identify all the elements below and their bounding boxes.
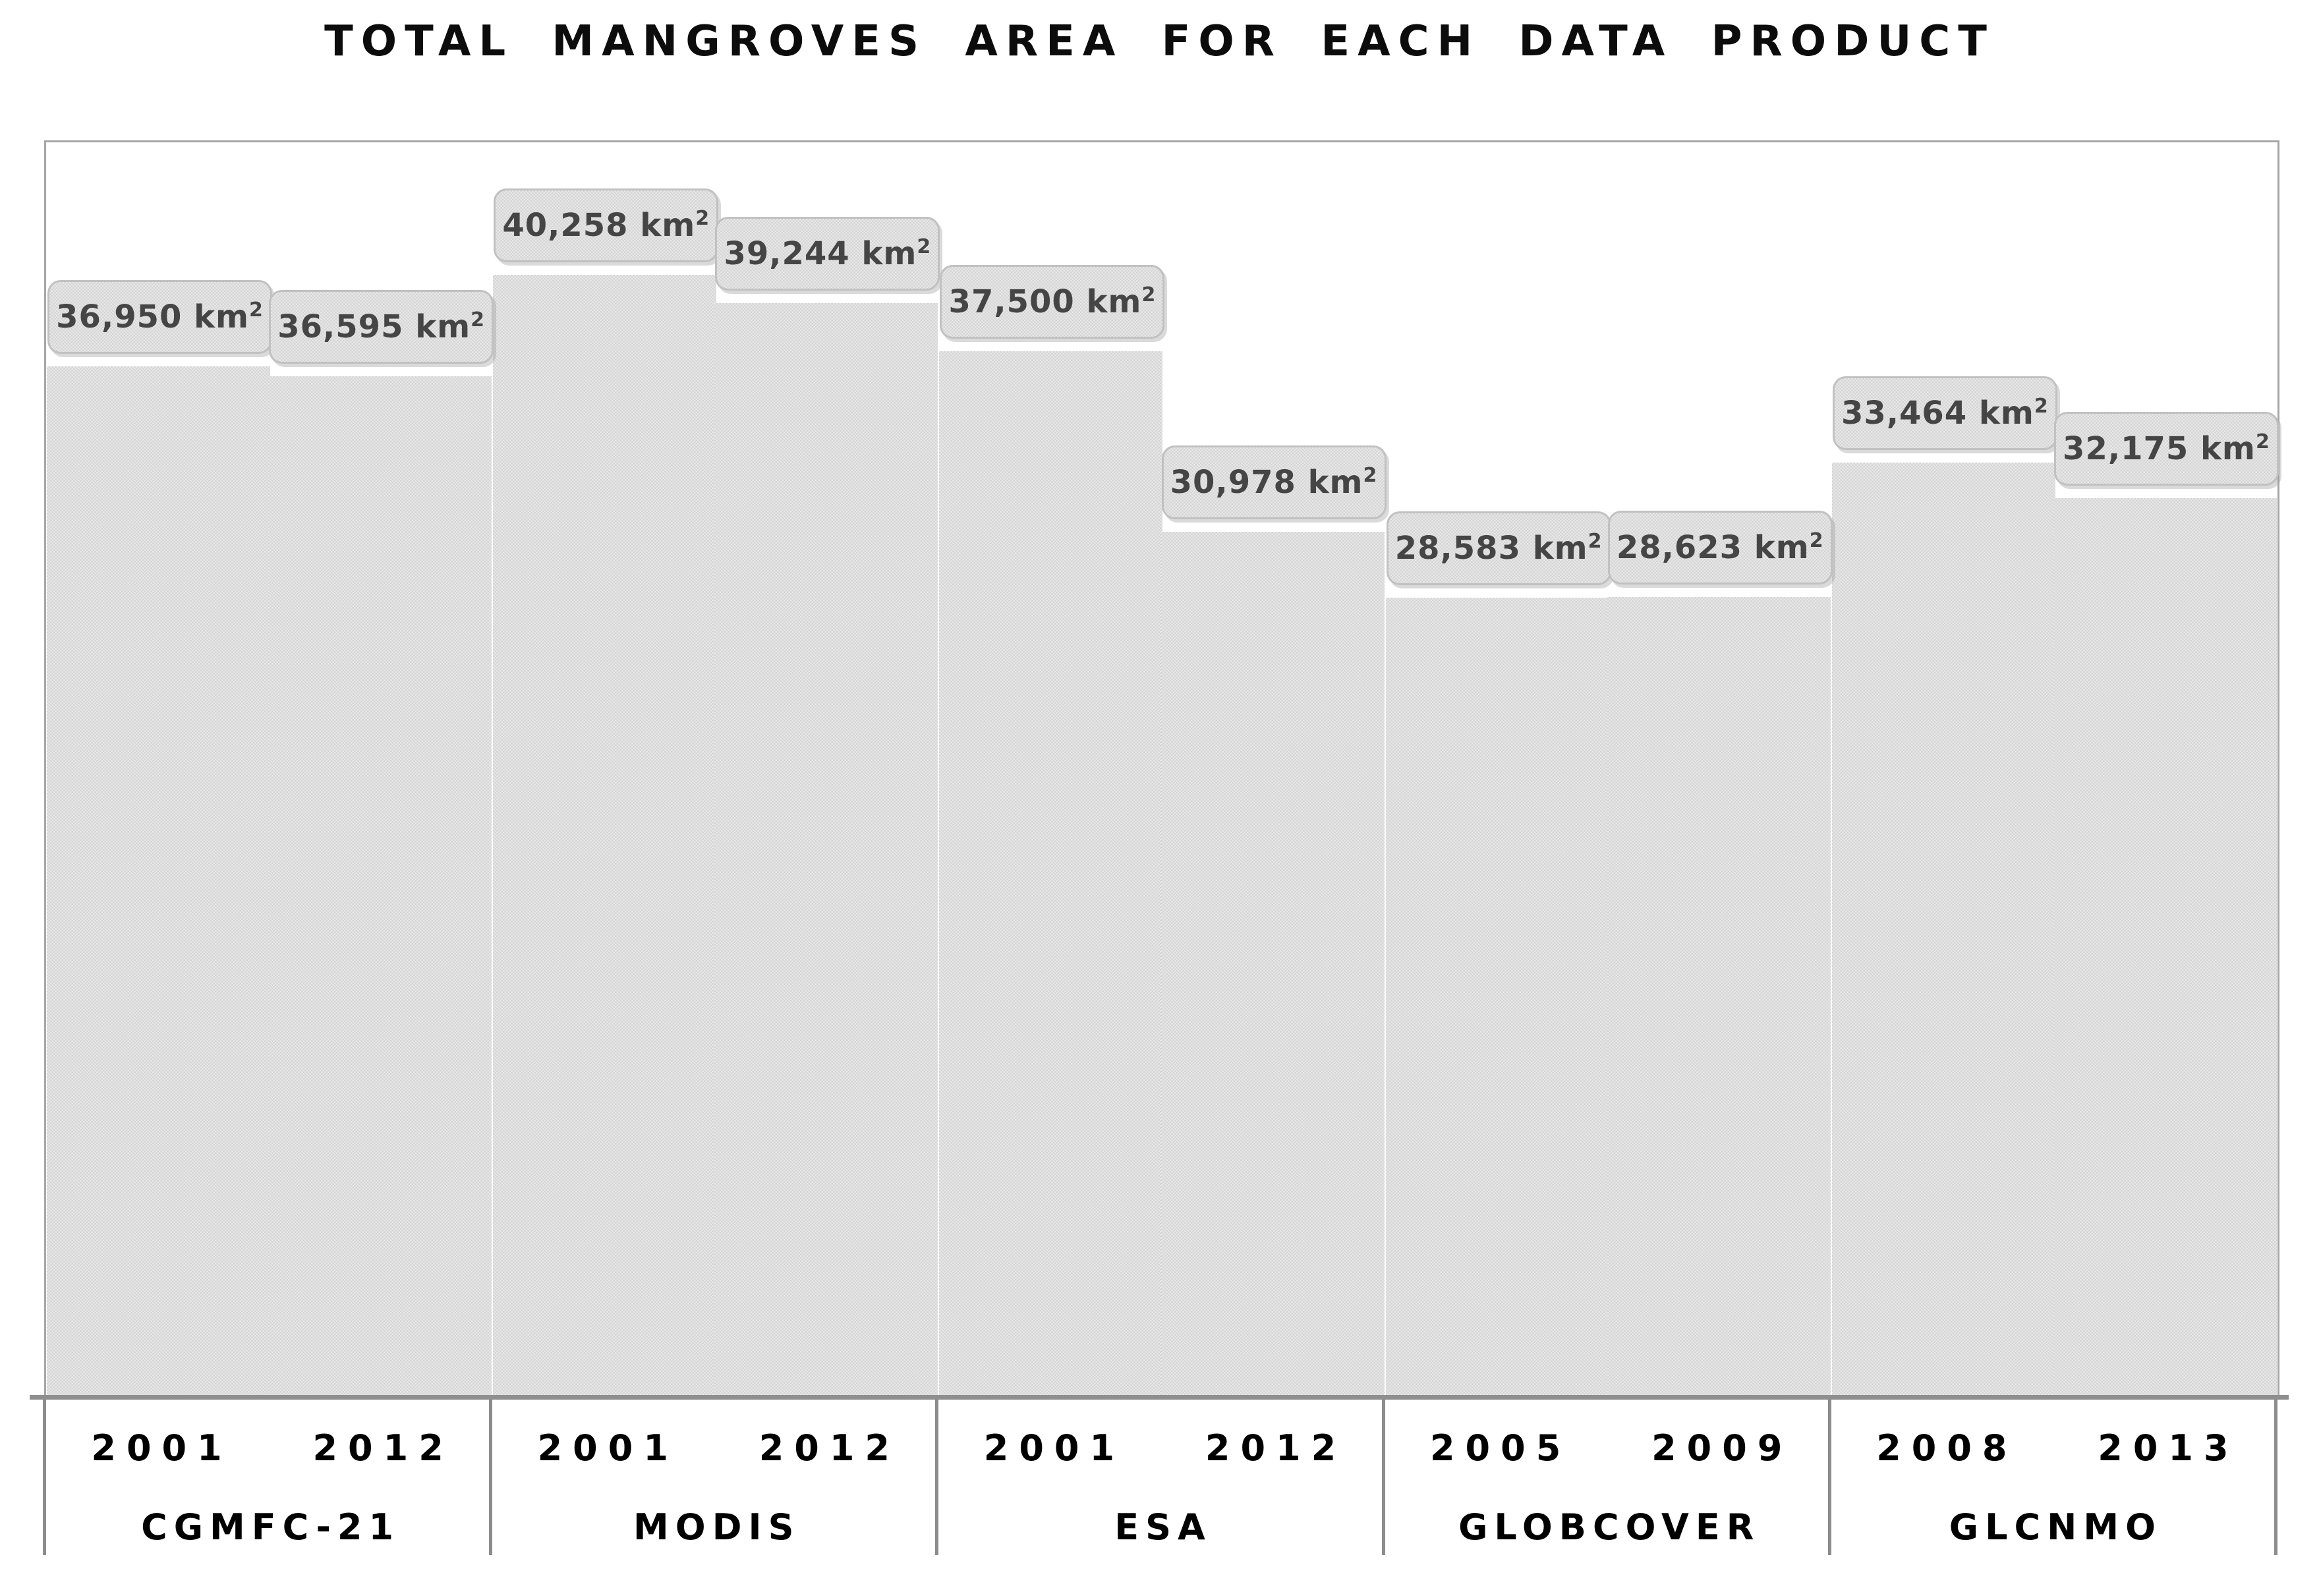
- x-tick-year-modis-2001: 2001: [537, 1427, 679, 1469]
- data-label-text: 36,950 km2: [56, 299, 264, 335]
- data-label-cgmfc-21-2012: 36,595 km2: [269, 289, 494, 364]
- data-label-text: 40,258 km2: [502, 207, 710, 244]
- x-tick-year-globcover-2009: 2009: [1651, 1427, 1793, 1469]
- x-tick-year-cgmfc-21-2012: 2012: [312, 1427, 454, 1469]
- x-tick-year-modis-2012: 2012: [759, 1427, 900, 1469]
- data-label-text: 28,623 km2: [1616, 528, 1824, 566]
- x-axis-divider-2: [935, 1400, 939, 1555]
- x-tick-year-glcnmo-2008: 2008: [1876, 1427, 2018, 1469]
- data-label-modis-2001: 40,258 km2: [494, 188, 719, 263]
- x-group-label-esa: ESA: [1114, 1506, 1212, 1548]
- x-group-label-glcnmo: GLCNMO: [1949, 1506, 2162, 1548]
- x-tick-year-globcover-2005: 2005: [1429, 1427, 1572, 1469]
- x-tick-year-cgmfc-21-2001: 2001: [91, 1427, 233, 1469]
- data-label-esa-2012: 30,978 km2: [1161, 445, 1387, 519]
- data-label-text: 32,175 km2: [2063, 430, 2270, 468]
- data-label-glcnmo-2013: 32,175 km2: [2053, 412, 2279, 486]
- data-label-esa-2001: 37,500 km2: [940, 264, 1165, 339]
- x-tick-year-esa-2012: 2012: [1205, 1427, 1347, 1469]
- x-tick-year-glcnmo-2013: 2013: [2098, 1427, 2239, 1469]
- x-group-label-globcover: GLOBCOVER: [1458, 1506, 1761, 1548]
- data-label-text: 37,500 km2: [948, 283, 1157, 320]
- x-axis-divider-3: [1381, 1400, 1385, 1555]
- bar-glcnmo-2008: [1831, 463, 2055, 1397]
- data-label-text: 28,583 km2: [1394, 530, 1603, 567]
- data-label-text: 39,244 km2: [724, 235, 932, 272]
- x-group-label-cgmfc-21: CGMFC-21: [141, 1506, 401, 1548]
- chart-title: TOTAL MANGROVES AREA FOR EACH DATA PRODU…: [324, 17, 1995, 66]
- data-label-glcnmo-2008: 33,464 km2: [1832, 376, 2057, 451]
- bar-globcover-2005: [1385, 598, 1609, 1397]
- plot-area: 36,950 km2 36,595 km2 40,258 km2 39,244 km2…: [44, 140, 2279, 1398]
- x-axis-divider-5: [2274, 1400, 2277, 1555]
- data-label-text: 36,595 km2: [277, 308, 486, 345]
- data-label-cgmfc-21-2001: 36,950 km2: [47, 280, 273, 354]
- x-group-label-modis: MODIS: [633, 1506, 801, 1548]
- x-tick-year-esa-2001: 2001: [983, 1427, 1126, 1469]
- x-axis-divider-4: [1827, 1400, 1831, 1555]
- bar-esa-2012: [1160, 531, 1385, 1398]
- x-axis-divider-1: [489, 1400, 493, 1555]
- bar-modis-2001: [493, 275, 717, 1397]
- x-axis-line: [30, 1395, 2289, 1400]
- bar-cgmfc-21-2001: [46, 366, 271, 1397]
- data-label-globcover-2009: 28,623 km2: [1607, 510, 1833, 584]
- data-label-text: 30,978 km2: [1170, 463, 1378, 501]
- data-label-modis-2012: 39,244 km2: [715, 216, 940, 291]
- bar-glcnmo-2013: [2053, 498, 2277, 1397]
- x-axis-divider-0: [43, 1400, 46, 1555]
- bar-cgmfc-21-2012: [268, 376, 492, 1398]
- data-label-globcover-2005: 28,583 km2: [1386, 511, 1611, 586]
- bar-esa-2001: [939, 351, 1163, 1398]
- data-label-text: 33,464 km2: [1841, 395, 2049, 432]
- bar-globcover-2009: [1607, 596, 1831, 1398]
- bar-modis-2012: [714, 302, 938, 1398]
